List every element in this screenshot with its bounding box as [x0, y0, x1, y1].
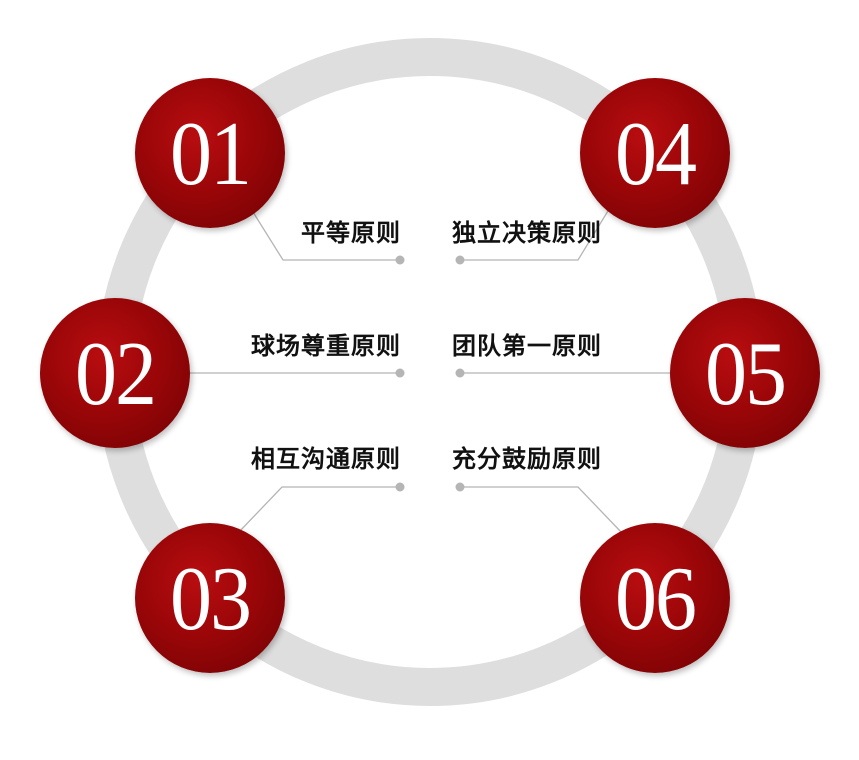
principle-label-04: 独立决策原则	[452, 219, 602, 247]
principle-label-01: 平等原则	[301, 219, 401, 247]
badge-05: 05	[670, 298, 820, 448]
badge-number-02: 02	[75, 324, 157, 425]
connector-04	[460, 187, 623, 261]
principle-label-05: 团队第一原则	[452, 332, 602, 360]
connector-dot-01	[395, 255, 405, 265]
badge-number-05: 05	[705, 324, 787, 425]
badge-number-04: 04	[615, 104, 697, 205]
connector-06	[460, 486, 623, 534]
connector-dot-06	[455, 482, 465, 492]
badge-02: 02	[40, 298, 190, 448]
principle-label-03: 相互沟通原则	[251, 445, 401, 473]
connector-dot-02	[395, 368, 405, 378]
badge-06: 06	[580, 523, 730, 673]
connector-dot-05	[455, 368, 465, 378]
connector-dot-04	[455, 255, 465, 265]
badge-number-06: 06	[615, 549, 697, 650]
connector-03	[237, 486, 400, 534]
badge-04: 04	[580, 78, 730, 228]
principle-label-06: 充分鼓励原则	[452, 445, 602, 473]
connector-dot-03	[395, 482, 405, 492]
badge-01: 01	[135, 78, 285, 228]
badge-number-01: 01	[170, 104, 252, 205]
badge-03: 03	[135, 523, 285, 673]
principle-label-02: 球场尊重原则	[251, 332, 401, 360]
badge-number-03: 03	[170, 549, 252, 650]
